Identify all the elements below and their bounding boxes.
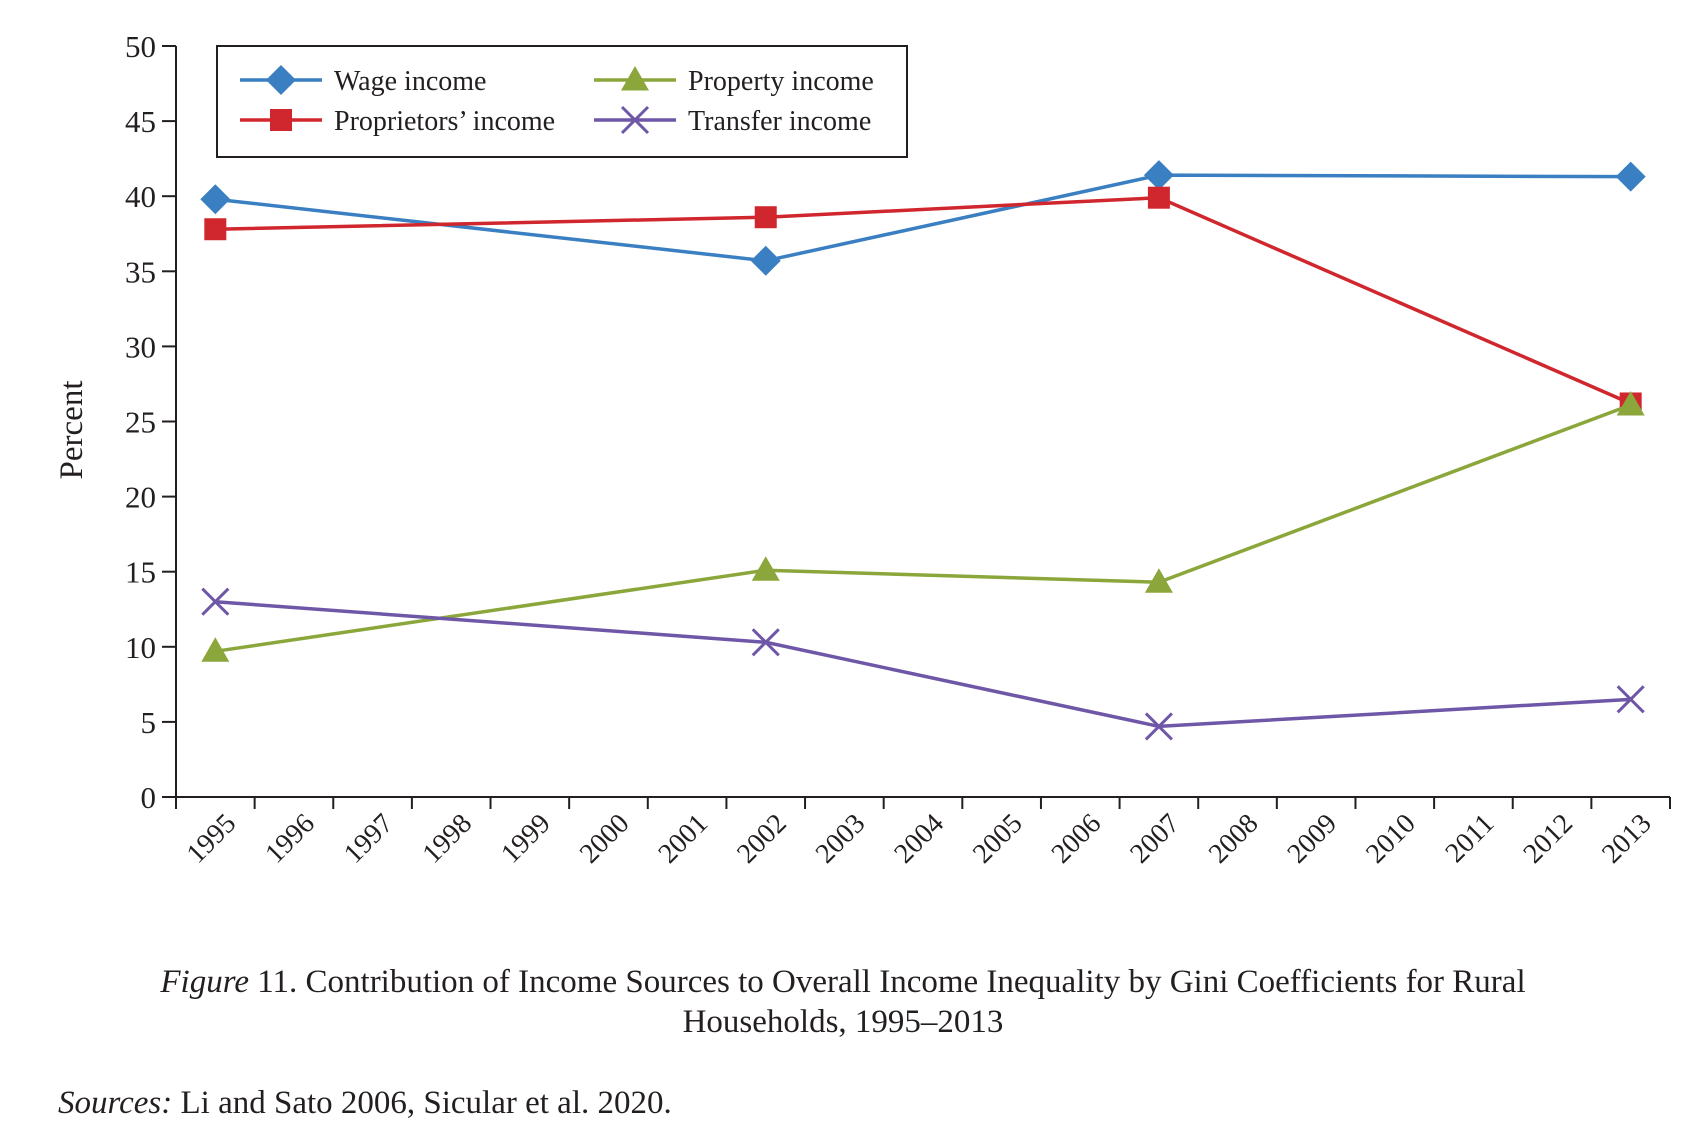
x-marker [751, 628, 780, 657]
x-tick-label: 1997 [338, 808, 400, 870]
legend-item: Transfer income [594, 105, 871, 137]
triangle-marker [1616, 390, 1645, 416]
x-marker [1144, 712, 1173, 741]
y-tick-label: 0 [141, 780, 157, 815]
y-tick-label: 20 [125, 480, 156, 515]
x-marker [620, 105, 650, 135]
y-tick-label: 35 [125, 254, 156, 289]
series-line [215, 403, 1632, 654]
y-tick-label: 10 [125, 630, 156, 665]
x-tick-label: 2003 [810, 808, 872, 870]
x-tick-label: 1996 [259, 808, 321, 870]
triangle-marker [201, 637, 230, 662]
diamond-marker [200, 184, 231, 215]
series-line [215, 195, 1632, 406]
y-tick-label: 50 [125, 29, 156, 64]
x-tick-label: 2010 [1360, 808, 1422, 870]
y-tick-label: 25 [125, 405, 156, 440]
series-wage-income [200, 160, 1646, 276]
series-line [215, 599, 1631, 729]
chart-axes [175, 46, 1670, 798]
caption-figure-word: Figure [160, 964, 249, 1000]
legend-item: Proprietors’ income [240, 106, 555, 137]
square-marker [204, 218, 227, 241]
square-marker [270, 109, 292, 131]
series-property-income [201, 390, 1645, 662]
legend-label: Proprietors’ income [334, 106, 555, 137]
x-tick-label: 2008 [1203, 808, 1265, 870]
square-marker [1147, 186, 1170, 209]
legend-item: Wage income [240, 65, 486, 97]
diamond-marker [266, 65, 296, 95]
y-tick-label: 40 [125, 179, 156, 214]
x-marker [1616, 685, 1645, 714]
legend-label: Property income [688, 66, 874, 97]
y-axis-ticks: 0 5 10 15 20 25 30 35 40 45 50 [125, 29, 176, 815]
y-tick-label: 15 [125, 555, 156, 590]
sources-label: Sources: [58, 1085, 173, 1121]
x-tick-label: 1995 [181, 808, 243, 870]
caption-line-2: Households, 1995–2013 [682, 1004, 1004, 1040]
x-tick-label: 2012 [1517, 808, 1579, 870]
x-tick-label: 1999 [495, 808, 557, 870]
triangle-marker [621, 66, 649, 91]
legend-item: Property income [594, 66, 874, 97]
diamond-marker [1615, 161, 1646, 192]
diamond-marker [1143, 160, 1174, 191]
diamond-marker [750, 245, 781, 276]
sources-note: Sources: Li and Sato 2006, Sicular et al… [58, 1085, 672, 1122]
y-tick-label: 30 [125, 329, 156, 364]
x-tick-label: 2000 [574, 808, 636, 870]
x-tick-label: 2006 [1046, 808, 1108, 870]
triangle-marker [751, 556, 780, 581]
x-axis-ticks: 1995 1996 1997 1998 1999 2000 2001 2002 2003 2004… [175, 797, 1671, 870]
triangle-marker [1144, 568, 1173, 593]
x-tick-label: 2002 [731, 808, 793, 870]
legend: Wage income Property income Proprietors’ i… [216, 45, 908, 158]
x-marker [201, 587, 230, 616]
x-tick-label: 2007 [1124, 808, 1186, 870]
figure-caption: Figure 11. Contribution of Income Source… [0, 962, 1686, 1042]
x-tick-label: 2013 [1596, 808, 1658, 870]
series-line [215, 173, 1631, 263]
x-tick-label: 2009 [1282, 808, 1344, 870]
y-axis-label: Percent [54, 381, 90, 480]
square-marker [754, 206, 777, 229]
y-tick-label: 45 [125, 104, 156, 139]
y-tick-label: 5 [141, 705, 157, 740]
x-tick-label: 1998 [417, 808, 479, 870]
x-tick-label: 2011 [1440, 808, 1501, 869]
x-tick-label: 2005 [967, 808, 1029, 870]
series-transfer-income [201, 587, 1645, 741]
series-layer [200, 160, 1646, 741]
x-tick-label: 2004 [888, 808, 950, 870]
caption-line-1: 11. Contribution of Income Sources to Ov… [248, 964, 1526, 1000]
legend-label: Wage income [334, 66, 486, 97]
legend-box [216, 45, 908, 158]
sources-text: Li and Sato 2006, Sicular et al. 2020. [172, 1085, 672, 1121]
legend-label: Transfer income [688, 106, 871, 137]
x-tick-label: 2001 [653, 808, 715, 870]
